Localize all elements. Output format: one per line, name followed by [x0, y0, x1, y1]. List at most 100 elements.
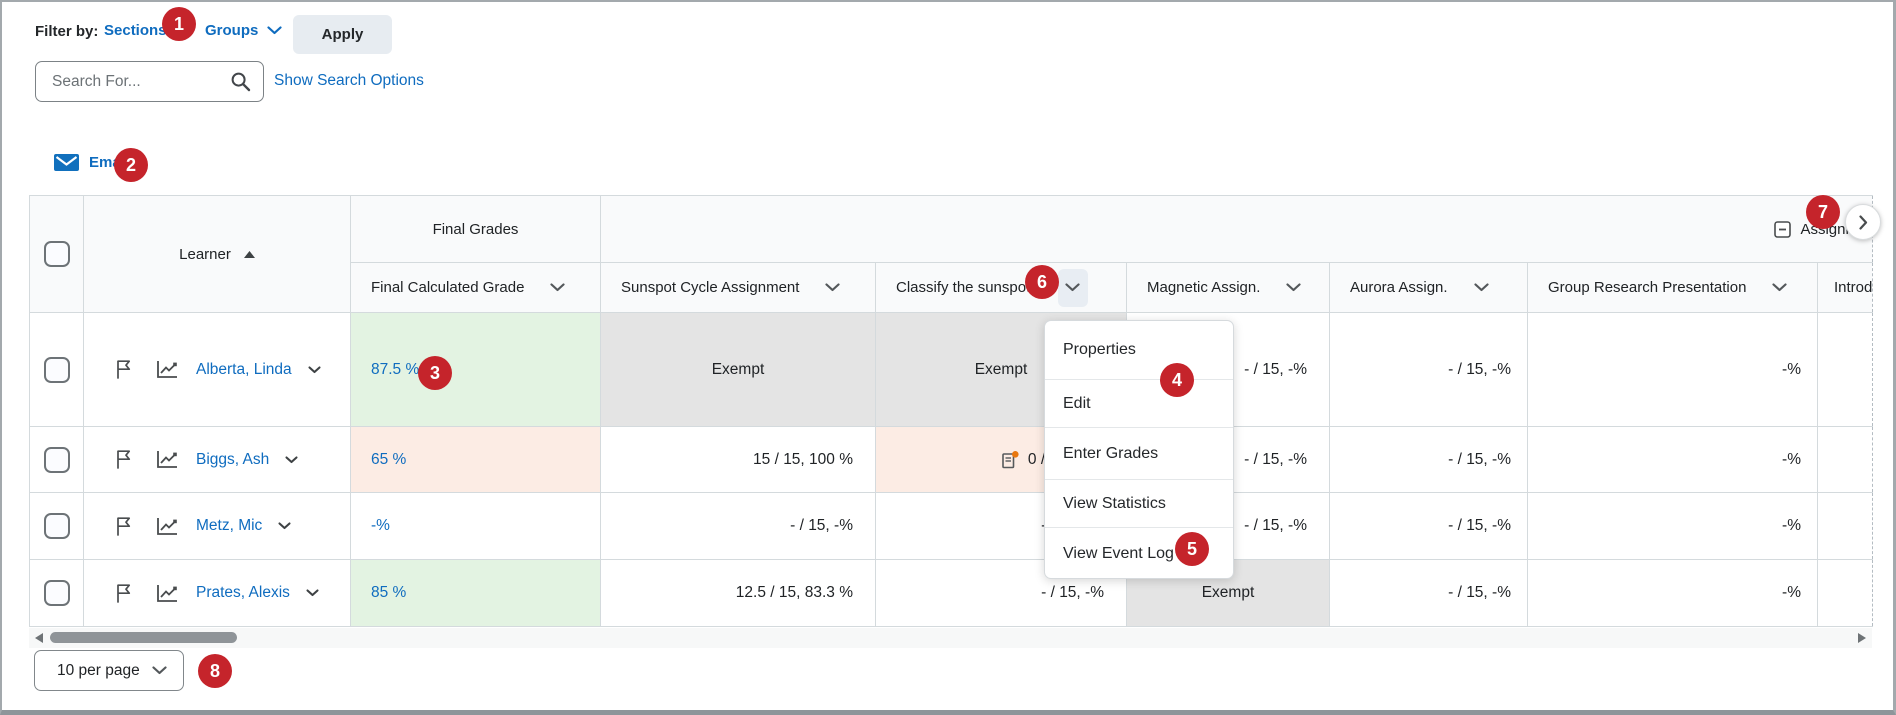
row-checkbox[interactable] [43, 446, 70, 473]
callout-badge-1: 1 [162, 7, 196, 41]
row-checkbox[interactable] [43, 513, 70, 539]
chevron-down-icon[interactable] [825, 283, 841, 292]
learner-name-link[interactable]: Prates, Alexis [196, 584, 290, 601]
learner-name-link[interactable]: Alberta, Linda [196, 360, 292, 378]
chevron-down-icon[interactable] [306, 589, 319, 597]
table-row: Alberta, Linda 87.5 % Exempt Exempt - / … [29, 312, 1873, 427]
chevron-right-icon [1858, 214, 1868, 230]
grade-cell[interactable] [1817, 426, 1873, 493]
select-all-cell [29, 195, 84, 313]
chevron-down-icon[interactable] [550, 283, 566, 292]
chevron-down-icon[interactable] [1286, 283, 1302, 292]
learner-column-header[interactable]: Learner [83, 195, 351, 313]
row-select-cell [29, 559, 84, 627]
chevron-down-icon[interactable] [285, 455, 298, 464]
learner-cell: Biggs, Ash [83, 426, 351, 493]
scroll-right-icon[interactable] [1858, 633, 1866, 643]
class-progress-icon[interactable] [156, 450, 178, 469]
row-checkbox[interactable] [43, 580, 70, 606]
flag-icon[interactable] [114, 583, 132, 604]
row-select-cell [29, 426, 84, 493]
class-progress-icon[interactable] [156, 360, 178, 379]
grade-cell[interactable]: - / 15, -% [1329, 426, 1528, 493]
row-checkbox[interactable] [43, 356, 70, 383]
chevron-down-icon[interactable] [278, 522, 291, 530]
chevron-down-icon[interactable] [1473, 283, 1489, 292]
show-search-options-link[interactable]: Show Search Options [274, 72, 424, 89]
grade-cell[interactable]: - / 15, -% [600, 492, 876, 560]
chevron-down-icon [267, 26, 282, 35]
grade-cell[interactable]: 12.5 / 15, 83.3 % [600, 559, 876, 627]
email-icon [54, 154, 79, 171]
filter-by-label: Filter by: [35, 23, 99, 40]
grades-table: Learner Final Grades Assignm Final Calcu… [29, 195, 1873, 627]
collapse-icon[interactable] [1774, 220, 1792, 238]
menu-item-view-event-log[interactable]: View Event Log [1063, 545, 1174, 562]
groups-filter-label: Groups [205, 22, 259, 39]
callout-badge-5: 5 [1175, 532, 1209, 566]
chevron-down-icon[interactable] [1772, 283, 1788, 292]
learner-cell: Prates, Alexis [83, 559, 351, 627]
horizontal-scrollbar[interactable] [29, 628, 1872, 648]
learner-cell: Alberta, Linda [83, 312, 351, 427]
grade-cell[interactable]: - / 15, -% [1329, 559, 1528, 627]
callout-badge-8: 8 [198, 654, 232, 688]
class-progress-icon[interactable] [156, 517, 178, 536]
grade-cell[interactable] [1817, 312, 1873, 427]
menu-item-enter-grades[interactable]: Enter Grades [1045, 428, 1233, 480]
search-icon[interactable] [230, 71, 251, 92]
grade-link[interactable]: 87.5 % [371, 360, 420, 378]
column-header-magnetic-assign: Magnetic Assign. [1126, 262, 1330, 313]
search-input[interactable]: Search For... [35, 61, 264, 102]
grade-cell[interactable]: - / 15, -% [1329, 312, 1528, 427]
grade-cell[interactable]: 15 / 15, 100 % [600, 426, 876, 493]
apply-button[interactable]: Apply [293, 15, 392, 54]
grade-link[interactable]: -% [371, 517, 390, 534]
callout-badge-7: 7 [1806, 195, 1840, 229]
submission-icon[interactable] [1000, 450, 1019, 470]
learner-name-link[interactable]: Metz, Mic [196, 517, 263, 534]
callout-badge-3: 3 [418, 356, 452, 390]
column-header-sunspot-cycle-assignment: Sunspot Cycle Assignment [600, 262, 876, 313]
grade-cell[interactable]: - / 15, -% [1329, 492, 1528, 560]
menu-item-edit[interactable]: Edit [1045, 380, 1233, 428]
learner-cell: Metz, Mic [83, 492, 351, 560]
chevron-down-icon[interactable] [308, 365, 321, 374]
class-progress-icon[interactable] [156, 584, 178, 603]
learner-name-link[interactable]: Biggs, Ash [196, 450, 270, 468]
column-header-classify-the-sunspots: Classify the sunspots [875, 262, 1127, 313]
callout-badge-2: 2 [114, 148, 148, 182]
scroll-columns-right-button[interactable] [1845, 204, 1881, 240]
final-grade-cell: 65 % [350, 426, 601, 493]
menu-item-properties[interactable]: Properties [1045, 321, 1233, 380]
menu-item-view-statistics[interactable]: View Statistics [1045, 480, 1233, 528]
select-all-checkbox[interactable] [43, 241, 70, 267]
grade-cell[interactable]: Exempt [600, 312, 876, 427]
flag-icon[interactable] [114, 516, 132, 537]
classify-menu-open-button[interactable] [1057, 268, 1088, 307]
grade-link[interactable]: 85 % [371, 584, 407, 601]
table-row: Metz, Mic -% - / 15, -% - / 15, -% - / 1… [29, 492, 1873, 560]
final-grade-cell: 87.5 % [350, 312, 601, 427]
flag-icon[interactable] [114, 449, 132, 470]
grade-cell[interactable]: -% [1527, 426, 1818, 493]
column-header-aurora-assign: Aurora Assign. [1329, 262, 1528, 313]
final-grades-group-header: Final Grades [350, 195, 601, 263]
grade-cell[interactable] [1817, 559, 1873, 627]
scroll-left-icon[interactable] [35, 633, 43, 643]
grade-cell[interactable]: -% [1527, 312, 1818, 427]
per-page-label: 10 per page [57, 661, 140, 679]
flag-icon[interactable] [114, 359, 132, 380]
chevron-down-icon [152, 666, 167, 675]
grade-link[interactable]: 65 % [371, 450, 407, 468]
per-page-select[interactable]: 10 per page [34, 650, 184, 691]
callout-badge-4: 4 [1160, 363, 1194, 397]
scrollbar-thumb[interactable] [50, 632, 237, 643]
grade-cell[interactable]: -% [1527, 492, 1818, 560]
grade-cell[interactable]: -% [1527, 559, 1818, 627]
grade-cell[interactable] [1817, 492, 1873, 560]
groups-filter-button[interactable]: Groups [205, 22, 282, 39]
column-header-final-calculated-grade: Final Calculated Grade [350, 262, 601, 313]
column-header-group-research-presentation: Group Research Presentation [1527, 262, 1818, 313]
